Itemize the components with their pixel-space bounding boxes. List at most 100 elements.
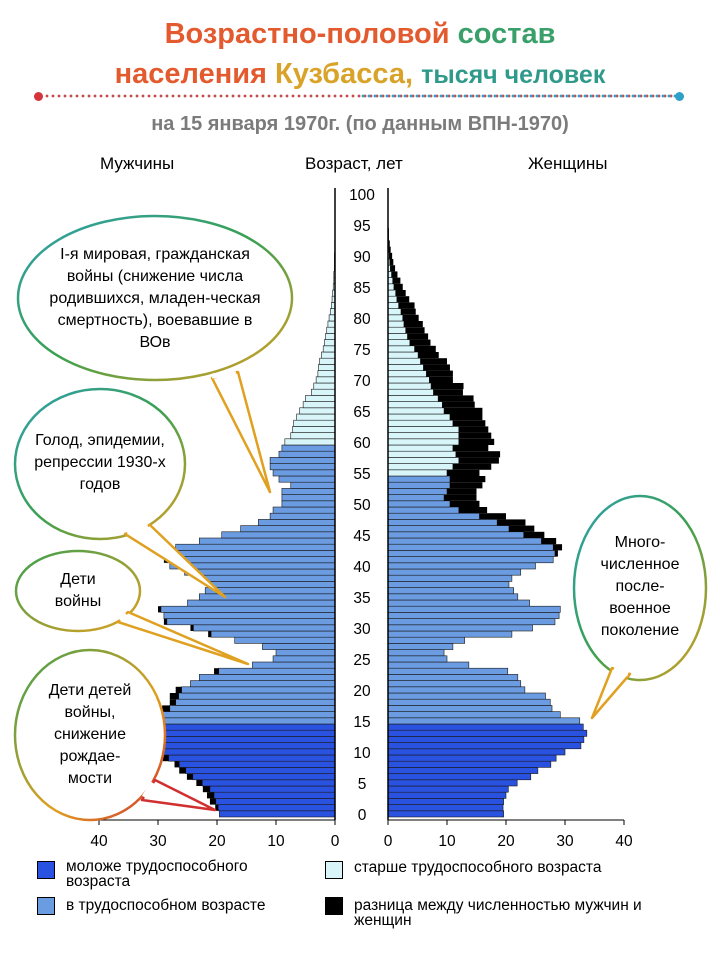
age-tick-65: 65 xyxy=(353,404,370,421)
female-bar-age-39 xyxy=(387,568,522,576)
female-x-tick-0: 0 xyxy=(384,833,393,850)
male-bar-age-28 xyxy=(234,636,336,644)
female-bar-age-83 xyxy=(387,295,398,303)
female-diff-age-91 xyxy=(388,246,391,253)
male-bar-age-33 xyxy=(160,605,336,613)
male-bar-age-35 xyxy=(199,593,336,601)
male-bar-age-42 xyxy=(163,550,336,557)
male-x-tick-20: 20 xyxy=(208,833,226,850)
female-bar-age-62 xyxy=(387,426,460,433)
age-tick-90: 90 xyxy=(353,249,371,266)
male-diff-age-1 xyxy=(215,804,219,811)
female-diff-age-60 xyxy=(458,438,495,445)
male-diff-age-30 xyxy=(190,624,194,631)
female-bar-age-77 xyxy=(387,333,408,340)
female-diff-age-70 xyxy=(429,376,453,383)
male-bar-age-55 xyxy=(272,469,336,477)
male-bar-age-30 xyxy=(193,624,336,632)
female-x-tick-10: 10 xyxy=(438,833,456,850)
female-bar-age-18 xyxy=(387,698,551,706)
female-bar-age-54 xyxy=(387,475,451,483)
male-bar-age-61 xyxy=(290,432,336,440)
age-tick-75: 75 xyxy=(353,342,370,359)
male-bar-age-43 xyxy=(175,543,336,551)
female-bar-age-40 xyxy=(387,562,536,570)
female-bar-age-78 xyxy=(387,326,407,334)
male-bar-age-24 xyxy=(252,661,336,669)
female-diff-age-76 xyxy=(409,339,431,346)
annotation-grandchildren: Дети детей войны, снижение рождае-мости xyxy=(48,682,132,787)
female-diff-age-55 xyxy=(447,469,480,476)
male-bar-age-26 xyxy=(275,649,336,657)
male-bar-age-72 xyxy=(318,364,336,371)
male-bar-age-19 xyxy=(178,692,336,700)
female-bar-age-12 xyxy=(387,736,585,743)
male-diff-age-2 xyxy=(209,798,216,805)
female-diff-age-63 xyxy=(452,420,486,427)
female-bar-age-37 xyxy=(387,581,510,588)
legend-label-young: моложе трудоспособного возраста xyxy=(66,858,248,890)
male-diff-age-8 xyxy=(174,761,180,768)
male-x-tick-40: 40 xyxy=(90,833,108,850)
male-bar-age-37 xyxy=(207,581,336,588)
male-bar-age-70 xyxy=(315,376,336,384)
female-bar-age-26 xyxy=(387,649,445,657)
male-bar-age-38 xyxy=(201,574,336,582)
female-bar-age-70 xyxy=(387,376,430,384)
legend-label-working: в трудоспособном возрасте xyxy=(66,897,266,914)
male-diff-age-23 xyxy=(214,668,219,675)
male-bar-age-25 xyxy=(272,655,336,663)
female-bar-age-0 xyxy=(387,810,504,818)
male-diff-age-42 xyxy=(160,550,164,557)
male-bar-age-68 xyxy=(311,388,336,396)
female-bar-age-63 xyxy=(387,419,454,427)
female-bar-age-47 xyxy=(387,519,498,526)
male-diff-age-4 xyxy=(202,786,210,793)
female-bar-age-20 xyxy=(387,686,526,694)
female-diff-age-87 xyxy=(391,271,398,278)
male-bar-age-7 xyxy=(185,767,336,774)
legend-label-diff: разница между численностью мужчин и женщ… xyxy=(354,897,642,929)
male-diff-age-10 xyxy=(152,748,158,755)
male-bar-age-50 xyxy=(281,500,336,508)
male-bar-age-10 xyxy=(157,748,336,756)
male-bar-age-4 xyxy=(209,785,336,793)
female-bar-age-32 xyxy=(387,612,560,619)
male-bar-age-60 xyxy=(284,438,336,446)
female-bar-age-15 xyxy=(387,717,581,725)
male-bar-age-32 xyxy=(163,612,336,619)
male-bar-age-39 xyxy=(184,568,336,576)
male-bar-age-53 xyxy=(290,481,336,489)
age-tick-55: 55 xyxy=(353,466,370,483)
annotation-boom: Много-численное после-военное поколение xyxy=(600,534,680,639)
female-bar-age-85 xyxy=(387,283,395,291)
female-diff-age-85 xyxy=(393,283,403,290)
male-bar-age-29 xyxy=(210,630,336,638)
age-tick-20: 20 xyxy=(353,683,371,700)
female-bar-age-73 xyxy=(387,357,421,365)
male-bar-age-36 xyxy=(204,587,336,595)
age-tick-5: 5 xyxy=(358,776,367,793)
female-bar-age-61 xyxy=(387,432,460,440)
female-bar-age-45 xyxy=(387,531,524,539)
header-male: Мужчины xyxy=(100,154,175,173)
age-tick-15: 15 xyxy=(353,714,370,731)
female-bar-age-64 xyxy=(387,413,451,421)
male-bar-age-63 xyxy=(293,419,336,427)
female-bar-age-50 xyxy=(387,500,451,508)
title-line-1-part-a: Возрастно-половой xyxy=(164,18,450,50)
male-diff-age-3 xyxy=(206,792,215,799)
male-bar-age-80 xyxy=(328,314,336,322)
female-bar-age-30 xyxy=(387,624,533,632)
female-x-tick-20: 20 xyxy=(497,833,515,850)
female-bar-age-84 xyxy=(387,289,396,297)
male-bar-age-15 xyxy=(141,717,336,725)
age-tick-35: 35 xyxy=(353,590,370,607)
male-diff-age-18 xyxy=(169,699,176,706)
male-bar-age-48 xyxy=(269,512,336,520)
female-diff-age-61 xyxy=(458,432,492,439)
female-bar-age-2 xyxy=(387,798,504,805)
female-diff-age-59 xyxy=(452,445,489,452)
male-bar-age-76 xyxy=(324,339,336,347)
male-bar-age-65 xyxy=(299,407,336,415)
